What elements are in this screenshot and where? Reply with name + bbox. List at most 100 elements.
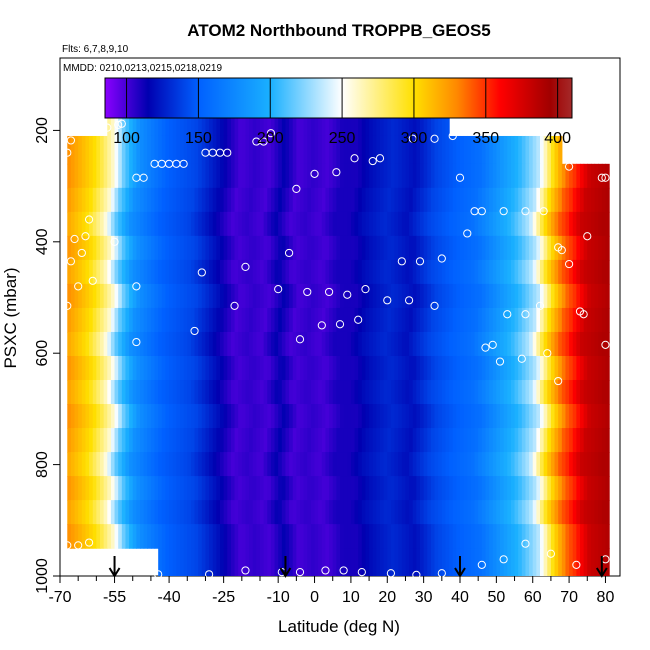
heatmap-cell [540, 380, 545, 405]
heatmap-cell [125, 113, 130, 137]
heatmap-cell [245, 259, 250, 285]
heatmap-cell [460, 235, 465, 261]
heatmap-cell [507, 500, 512, 525]
heatmap-cell [361, 259, 367, 285]
heatmap-cell [129, 235, 134, 261]
heatmap-cell [605, 259, 610, 285]
heatmap-cell [361, 428, 367, 453]
heatmap-cell [427, 259, 432, 285]
heatmap-cell [187, 380, 192, 405]
heatmap-cell [583, 211, 588, 237]
heatmap-cell [525, 135, 530, 165]
heatmap-cell [234, 163, 239, 189]
heatmap-cell [147, 113, 152, 137]
heatmap-cell [154, 135, 159, 165]
heatmap-cell [96, 283, 101, 309]
heatmap-cell [92, 500, 97, 525]
heatmap-cell [172, 500, 177, 525]
heatmap-cell [303, 135, 308, 165]
heatmap-cell [594, 524, 599, 549]
heatmap-cell [70, 476, 76, 501]
heatmap-cell [318, 331, 323, 357]
heatmap-cell [310, 187, 316, 213]
heatmap-cell [470, 452, 476, 477]
heatmap-cell [558, 548, 563, 576]
heatmap-cell [329, 211, 334, 237]
heatmap-cell [565, 211, 570, 237]
heatmap-cell [576, 380, 581, 405]
heatmap-cell [420, 500, 425, 525]
heatmap-cell [387, 283, 392, 309]
heatmap-cell [136, 404, 141, 429]
heatmap-cell [303, 259, 308, 285]
heatmap-cell [329, 500, 334, 525]
heatmap-cell [161, 331, 167, 357]
sample-point [77, 248, 86, 258]
heatmap-cell [81, 283, 87, 309]
heatmap-cell [412, 500, 417, 525]
heatmap-cell [376, 163, 381, 189]
y-tick-label: 400 [34, 228, 51, 255]
heatmap-cell [121, 500, 127, 525]
heatmap-cell [285, 500, 290, 525]
heatmap-cell [329, 524, 334, 549]
heatmap-cell [241, 331, 247, 357]
heatmap-cell [176, 187, 181, 213]
heatmap-cell [129, 211, 134, 237]
heatmap-cell [107, 524, 112, 549]
sample-point [499, 207, 508, 216]
heatmap-cell [103, 500, 108, 525]
heatmap-cell [230, 187, 236, 213]
heatmap-cell [190, 259, 196, 285]
heatmap-cell [78, 452, 83, 477]
heatmap-cell [576, 259, 581, 285]
heatmap-cell [238, 331, 243, 357]
heatmap-cell [365, 452, 370, 477]
heatmap-cell [376, 211, 381, 237]
heatmap-cell [536, 283, 541, 309]
heatmap-cell [438, 259, 443, 285]
heatmap-cell [234, 500, 239, 525]
heatmap-cell [510, 404, 516, 429]
heatmap-cell [445, 355, 450, 381]
heatmap-cell [347, 355, 352, 381]
heatmap-cell [554, 259, 559, 285]
heatmap-cell [147, 163, 152, 189]
heatmap-cell [449, 452, 454, 477]
heatmap-cell [383, 355, 388, 381]
heatmap-cell [230, 428, 236, 453]
heatmap-cell [358, 452, 363, 477]
heatmap-cell [514, 524, 519, 549]
heatmap-cell [132, 283, 137, 309]
heatmap-cell [532, 380, 537, 405]
heatmap-cell [96, 524, 101, 549]
heatmap-cell [263, 355, 268, 381]
heatmap-cell [576, 428, 581, 453]
heatmap-cell [401, 404, 407, 429]
heatmap-cell [307, 163, 312, 189]
heatmap-cell [438, 331, 443, 357]
heatmap-cell [558, 500, 563, 525]
heatmap-cell [314, 500, 319, 525]
heatmap-cell [525, 163, 530, 189]
heatmap-cell [260, 113, 265, 137]
heatmap-cell [238, 211, 243, 237]
heatmap-cell [325, 331, 330, 357]
heatmap-cell [601, 500, 607, 525]
heatmap-cell [332, 500, 337, 525]
heatmap-cell [180, 380, 185, 405]
sample-point [375, 154, 385, 163]
x-tick-label: -70 [48, 589, 71, 606]
heatmap-cell [390, 187, 396, 213]
heatmap-cell [543, 452, 548, 477]
heatmap-cell [390, 524, 396, 549]
heatmap-cell [230, 548, 236, 576]
heatmap-cell [165, 476, 170, 501]
heatmap-cell [140, 404, 145, 429]
heatmap-cell [212, 331, 217, 357]
heatmap-cell [507, 331, 512, 357]
heatmap-cell [590, 500, 596, 525]
heatmap-cell [216, 500, 221, 525]
heatmap-cell [121, 211, 127, 237]
heatmap-cell [336, 113, 341, 137]
